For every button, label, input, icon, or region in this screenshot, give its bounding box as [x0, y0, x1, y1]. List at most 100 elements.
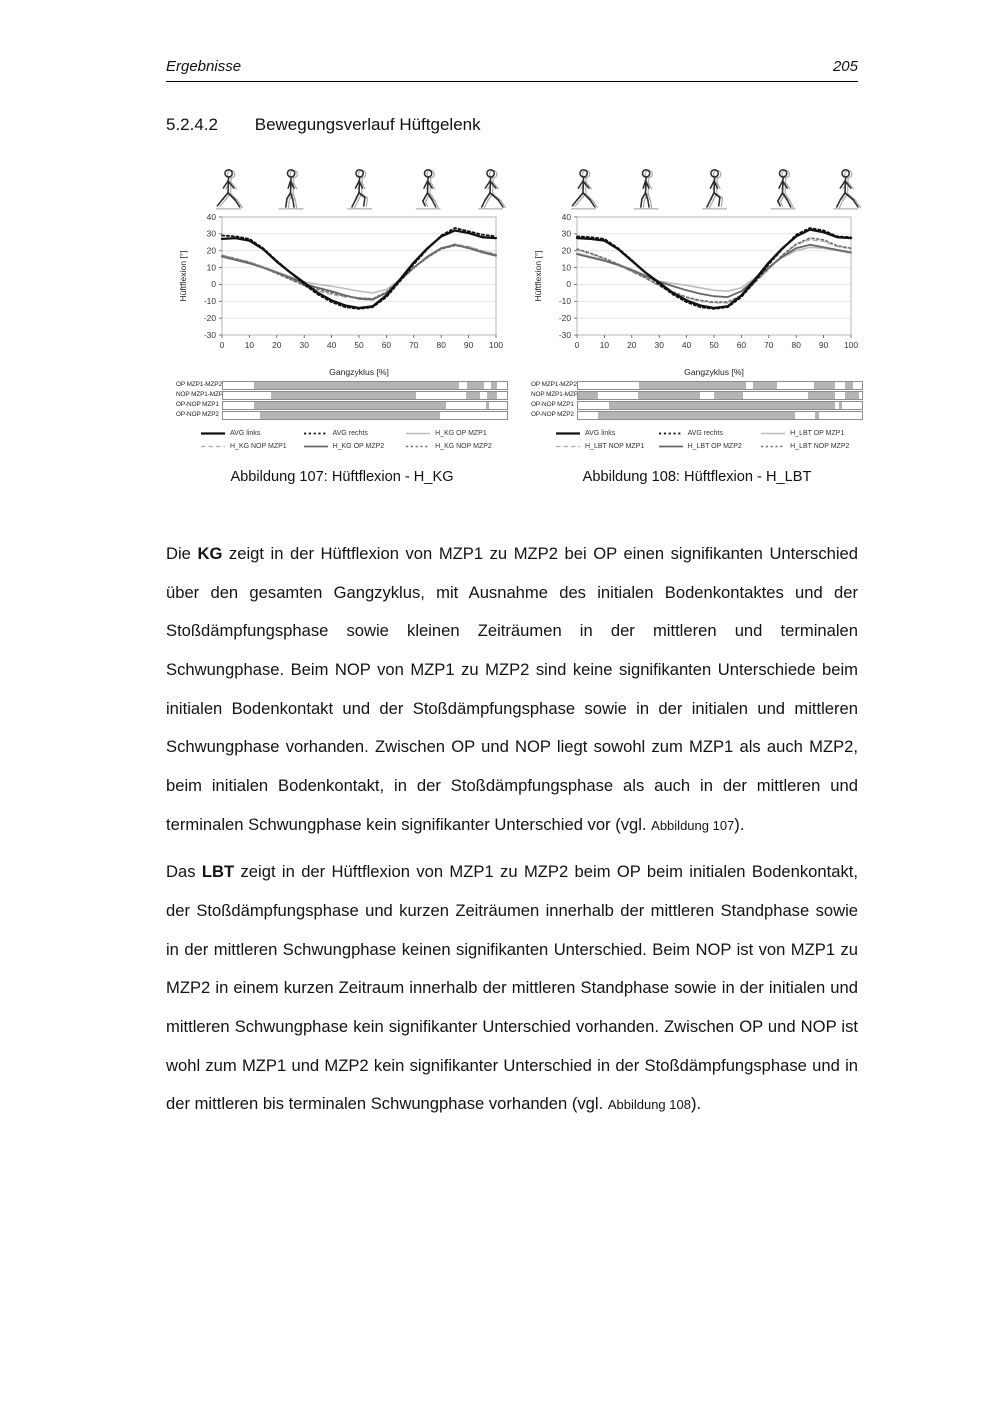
paragraph-text: ). — [690, 1094, 702, 1114]
walking-figure-icon — [478, 168, 507, 210]
x-axis-label: Gangzyklus [%] — [684, 367, 744, 377]
paragraph-text: LBT — [201, 862, 235, 882]
paragraph-text: Abbildung 108 — [607, 1097, 691, 1113]
section-title: Bewegungsverlauf Hüftgelenk — [254, 115, 481, 134]
series-avg-rechts — [221, 227, 497, 310]
series-h-kg-nop-mzp2 — [221, 244, 497, 300]
svg-text:90: 90 — [464, 340, 474, 350]
sig-segment — [815, 412, 820, 419]
legend-label: H_KG OP MZP1 — [435, 430, 487, 437]
figures-row: 40 30 20 10 0 -10 -20 -30 0 10 20 30 40 50 60 70 80 90 100… — [166, 163, 863, 485]
legend-label: AVG rechts — [687, 430, 723, 437]
walking-figure-icon — [770, 168, 796, 210]
paragraph-kg: Die KG zeigt in der Hüftflexion von MZP1… — [166, 535, 858, 844]
sig-segment — [254, 382, 459, 389]
svg-text:0: 0 — [220, 340, 225, 350]
svg-text:40: 40 — [327, 340, 337, 350]
sig-bar-label: OP-NOP MZP2 — [176, 411, 219, 419]
svg-text:40: 40 — [207, 212, 217, 222]
legend-line-sample — [658, 445, 683, 448]
sig-bar-label: NOP MZP1-MZP2 — [531, 391, 582, 399]
svg-text:70: 70 — [409, 340, 419, 350]
sig-bar-row: OP MZP1-MZP2 — [531, 381, 863, 390]
sig-segment — [491, 382, 498, 389]
sig-segment — [808, 392, 835, 399]
series-h-kg-op-mzp1 — [221, 243, 497, 294]
sig-segment — [637, 392, 701, 399]
paragraph-text: KG — [197, 544, 223, 563]
walking-figure-icon — [633, 168, 659, 210]
walking-figure-icon — [278, 168, 304, 210]
legend-item: H_KG OP MZP1 — [405, 427, 508, 440]
svg-text:-30: -30 — [559, 330, 571, 340]
paragraph-lbt: Das LBT zeigt in der Hüftflexion von MZP… — [166, 853, 858, 1124]
sig-bar-track — [577, 411, 863, 420]
legend-label: H_LBT NOP MZP2 — [790, 443, 850, 450]
page-number: 205 — [832, 58, 858, 75]
sig-bar-track — [222, 411, 508, 420]
svg-text:90: 90 — [819, 340, 829, 350]
sig-bar-track — [577, 401, 863, 410]
legend-line-sample — [201, 445, 225, 448]
sig-segment — [813, 382, 836, 389]
y-axis-label: Hüftflexion [°] — [178, 250, 188, 301]
sig-segment — [487, 392, 498, 399]
sig-bar-track — [577, 391, 863, 400]
sig-bar-row: OP-NOP MZP2 — [176, 411, 508, 420]
legend-line-sample — [761, 432, 786, 435]
paragraph-text: ). — [734, 814, 745, 834]
running-title: Ergebnisse — [166, 58, 242, 75]
walking-figure-icon — [216, 168, 243, 210]
legend-line-sample — [406, 445, 431, 448]
legend-line-sample — [303, 445, 328, 448]
figure-abbildung-107: 40 30 20 10 0 -10 -20 -30 0 10 20 30 40 50 60 70 80 90 100… — [176, 163, 508, 485]
sig-segment — [714, 392, 743, 399]
header-rule — [166, 81, 858, 82]
legend-item: H_KG NOP MZP2 — [405, 440, 508, 453]
paragraph-text: Das — [166, 862, 202, 882]
sig-bar-label: OP MZP1-MZP2 — [531, 381, 577, 389]
svg-text:100: 100 — [489, 340, 503, 350]
svg-text:70: 70 — [764, 340, 774, 350]
paragraph-text: zeigt in der Hüftflexion von MZP1 zu MZP… — [166, 544, 858, 834]
sig-bar-track — [577, 381, 863, 390]
svg-text:20: 20 — [627, 340, 637, 350]
legend-label: H_KG NOP MZP2 — [435, 443, 492, 450]
legend-line-sample — [556, 432, 580, 435]
section-heading: 5.2.4.2 Bewegungsverlauf Hüftgelenk — [166, 115, 858, 135]
sig-bar-row: OP-NOP MZP1 — [531, 401, 863, 410]
legend-line-sample — [303, 432, 328, 435]
sig-bar-row: NOP MZP1-MZP2 — [531, 391, 863, 400]
legend-item: AVG links — [555, 427, 658, 440]
legend-label: H_KG NOP MZP1 — [230, 443, 287, 450]
legend-item: AVG links — [200, 427, 303, 440]
svg-text:0: 0 — [575, 340, 580, 350]
svg-text:50: 50 — [709, 340, 719, 350]
page-header: Ergebnisse 205 — [166, 58, 858, 75]
svg-text:0: 0 — [566, 279, 571, 289]
sig-segment — [752, 382, 777, 389]
svg-text:20: 20 — [207, 246, 217, 256]
svg-text:20: 20 — [272, 340, 282, 350]
section-number: 5.2.4.2 — [166, 115, 218, 134]
svg-text:10: 10 — [562, 262, 572, 272]
svg-text:-10: -10 — [204, 296, 216, 306]
svg-text:-20: -20 — [204, 313, 216, 323]
sig-bar-track — [222, 381, 508, 390]
series-avg-rechts — [576, 227, 852, 310]
legend-line-sample — [406, 432, 431, 435]
legend-item: AVG rechts — [658, 427, 761, 440]
legend-item: AVG rechts — [303, 427, 406, 440]
svg-text:60: 60 — [737, 340, 747, 350]
figure-caption: Abbildung 107: Hüftflexion - H_KG — [230, 469, 454, 485]
sig-bar-row: OP-NOP MZP1 — [176, 401, 508, 410]
svg-text:100: 100 — [844, 340, 858, 350]
legend-label: H_KG OP MZP2 — [332, 443, 385, 450]
series-h-lbt-op-mzp2 — [576, 243, 852, 298]
walking-figure-icon — [347, 168, 372, 210]
sig-segment — [259, 412, 441, 419]
significance-bars: OP MZP1-MZP2 NOP MZP1-MZP2 OP-NOP MZP1 OP-N… — [176, 381, 508, 420]
svg-text:60: 60 — [382, 340, 392, 350]
